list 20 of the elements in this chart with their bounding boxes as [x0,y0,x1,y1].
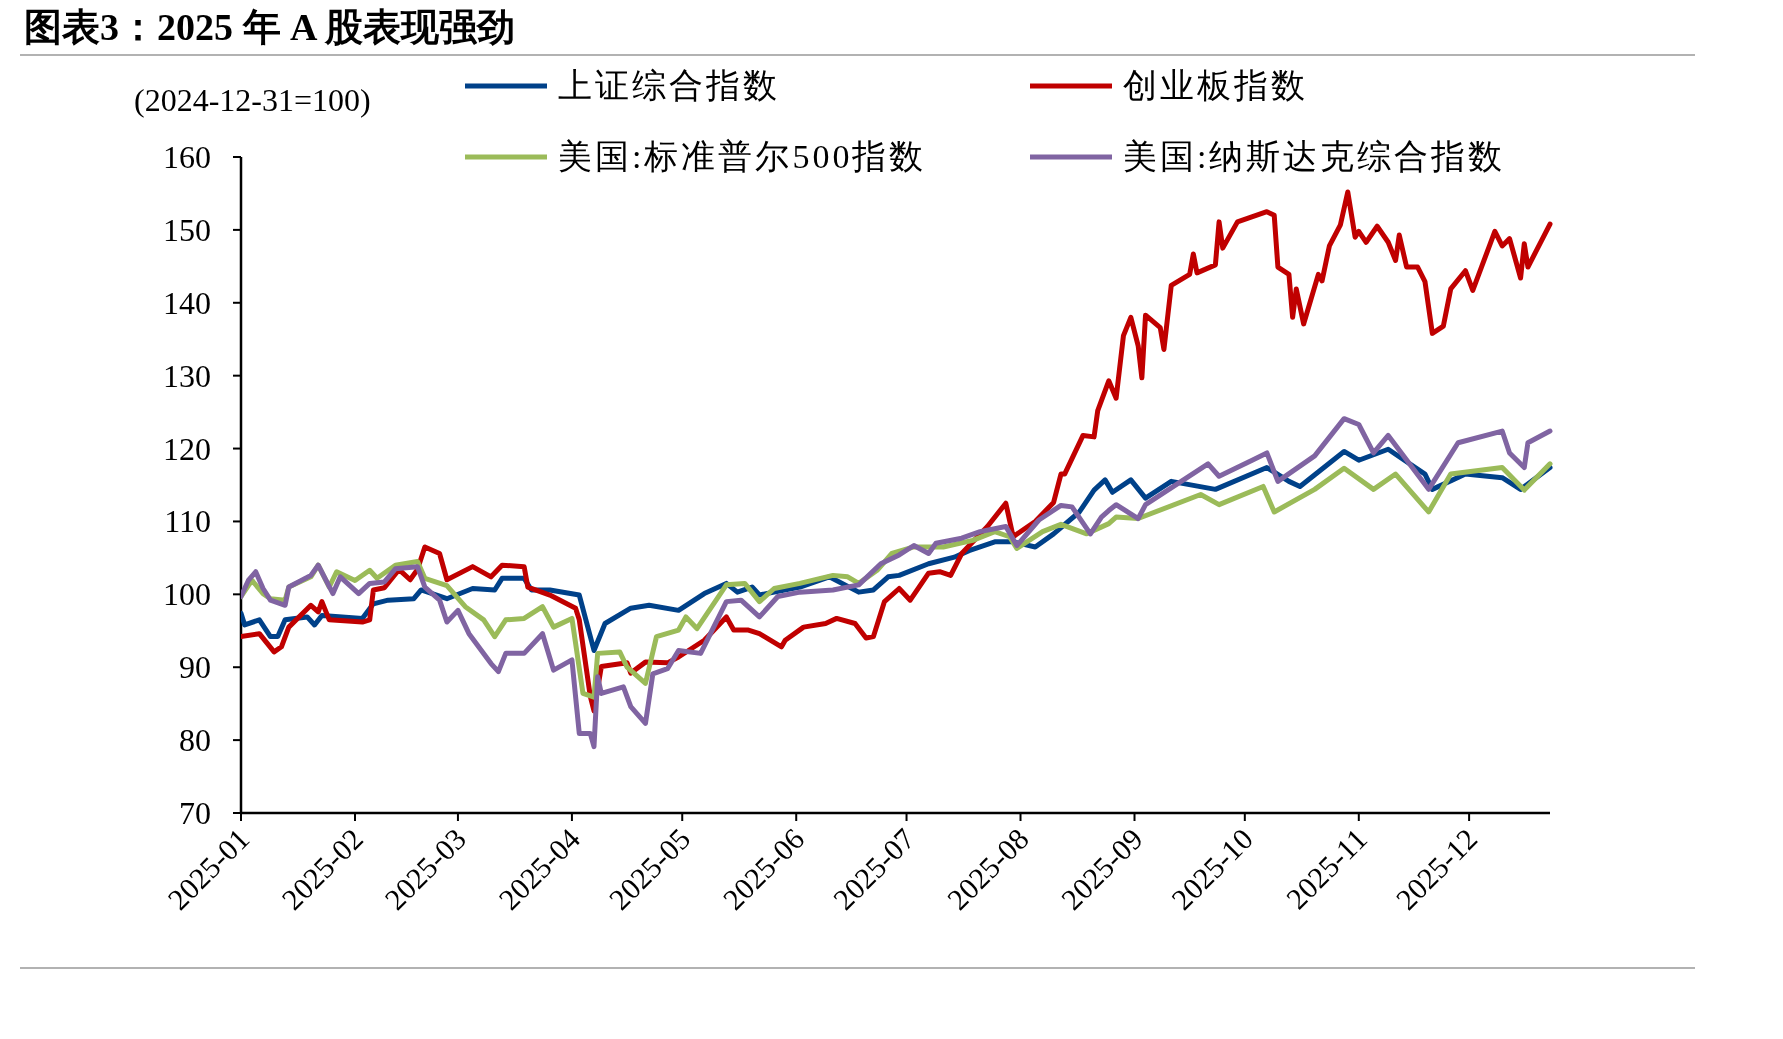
ytick: 90 [179,649,211,686]
ytick: 100 [163,576,211,613]
ytick: 80 [179,722,211,759]
legend-label: 美国:纳斯达克综合指数 [1123,138,1506,175]
legend-label: 美国:标准普尔500指数 [558,138,927,175]
ytick: 120 [163,430,211,467]
subtitle: (2024-12-31=100) [134,82,371,118]
title: 图表3：2025 年 A 股表现强劲 [24,6,515,48]
ytick: 70 [179,795,211,831]
ytick: 110 [164,503,211,540]
legend-item: 美国:标准普尔500指数 [465,138,927,175]
ytick: 130 [163,357,211,394]
legend-label: 上证综合指数 [558,67,780,104]
legend-label: 创业板指数 [1123,67,1308,104]
legend-item: 上证综合指数 [465,67,780,104]
ytick: 140 [163,284,211,321]
legend-item: 创业板指数 [1030,67,1308,104]
ytick: 160 [163,139,211,175]
legend-item: 美国:纳斯达克综合指数 [1030,138,1506,175]
ytick: 150 [163,211,211,248]
